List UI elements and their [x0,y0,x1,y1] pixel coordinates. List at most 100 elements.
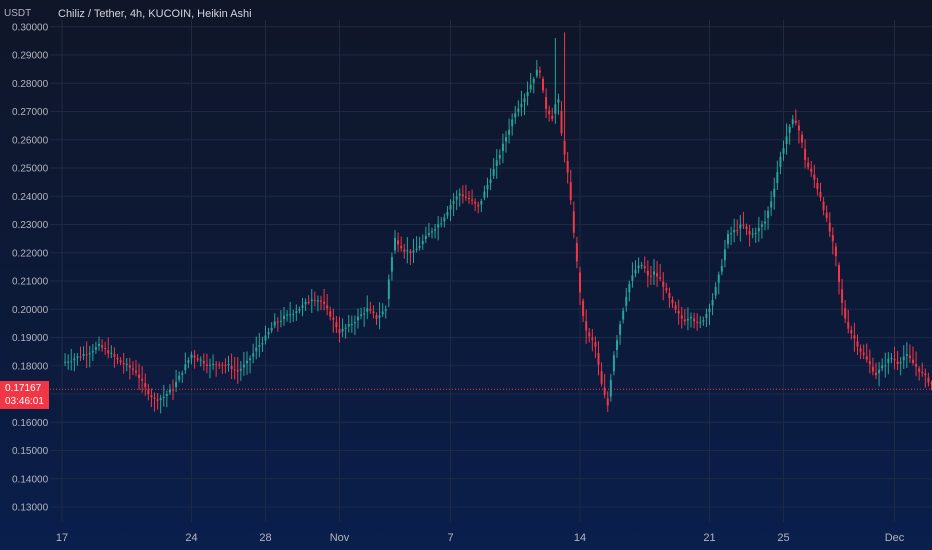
candle-body [764,221,766,224]
candle-body [930,382,932,385]
candle-body [190,354,193,359]
candle-body [363,313,366,315]
candle-body [791,119,794,125]
candle-body [801,134,803,143]
candle-body [150,395,153,398]
candle-body [585,321,588,331]
candle-body [819,191,822,198]
candle-body [128,365,131,368]
candle-body [733,229,736,233]
candle-body [70,361,73,363]
candle-body [199,359,202,361]
candle-body [754,233,757,235]
candle-body [125,363,128,365]
candle-body [326,305,329,309]
candle-body [603,387,606,395]
candle-body [619,324,622,335]
candle-body [902,356,905,361]
candle-body [286,314,289,316]
x-tick-label: Dec [885,532,905,544]
candle-body [785,136,788,145]
candle-body [878,369,881,374]
x-tick-label: 17 [56,532,68,544]
y-tick-label: 0.25000 [12,164,49,175]
candle-body [455,196,458,200]
candle-body [683,319,686,322]
candle-body [711,299,714,306]
symbol-title[interactable]: Chiliz / Tether, 4h, KUCOIN, Heikin Ashi [58,8,252,20]
candle-body [616,340,618,351]
candle-body [443,217,446,222]
candle-body [680,315,683,319]
y-tick-label: 0.21000 [12,277,49,288]
candle-body [609,380,612,397]
candle-body [486,184,489,190]
candle-body [233,369,236,371]
candle-body [693,318,696,322]
bar-countdown: 03:46:01 [5,396,44,407]
candle-body [671,299,674,304]
candle-body [831,235,834,242]
candle-body [153,397,156,399]
candle-body [82,354,85,356]
candle-body [529,84,532,90]
candle-body [526,91,529,97]
candle-body [242,364,245,368]
candle-body [181,373,184,375]
candle-body [252,353,255,357]
candle-body [301,305,304,308]
candle-body [384,309,387,311]
candle-body [273,321,276,326]
candle-body [720,265,723,272]
candle-body [178,375,181,380]
candle-body [329,311,332,317]
candle-body [175,382,178,388]
y-axis: 0.130000.140000.150000.160000.170000.180… [12,22,49,513]
candle-body [119,360,122,363]
candle-body [477,204,480,207]
candle-body [187,360,190,363]
candle-body [696,321,699,323]
candle-body [606,398,609,406]
candle-body [702,320,705,322]
candle-body [597,352,600,365]
candle-body [884,365,887,367]
candle-body [446,212,449,216]
candle-body [366,308,369,312]
candle-body [770,201,773,208]
candle-body [545,96,548,109]
candle-body [797,125,800,131]
candle-body [375,315,378,319]
candle-body [569,182,572,200]
x-tick-label: 14 [574,532,586,544]
candle-body [372,311,375,314]
candle-body [412,250,415,253]
candle-body [875,372,877,376]
candle-body [107,350,110,354]
candle-body [400,245,403,249]
candle-body [193,355,196,358]
candle-body [221,364,224,366]
candle-body [276,321,279,323]
candle-body [708,308,711,313]
candle-body [406,250,409,252]
candle-body [773,188,776,197]
candle-body [665,288,668,291]
candle-body [881,365,884,369]
y-tick-label: 0.24000 [12,192,49,203]
y-tick-label: 0.15000 [12,446,49,457]
candle-body [896,361,899,364]
y-tick-label: 0.30000 [12,22,49,33]
candle-body [381,311,384,315]
candle-body [542,78,544,91]
candle-body [168,389,171,393]
candle-body [461,194,464,197]
candle-body [113,354,116,357]
candle-body [360,314,363,316]
candle-body [353,322,356,324]
candle-body [662,281,665,287]
candle-body [825,212,828,218]
candle-body [88,353,91,355]
